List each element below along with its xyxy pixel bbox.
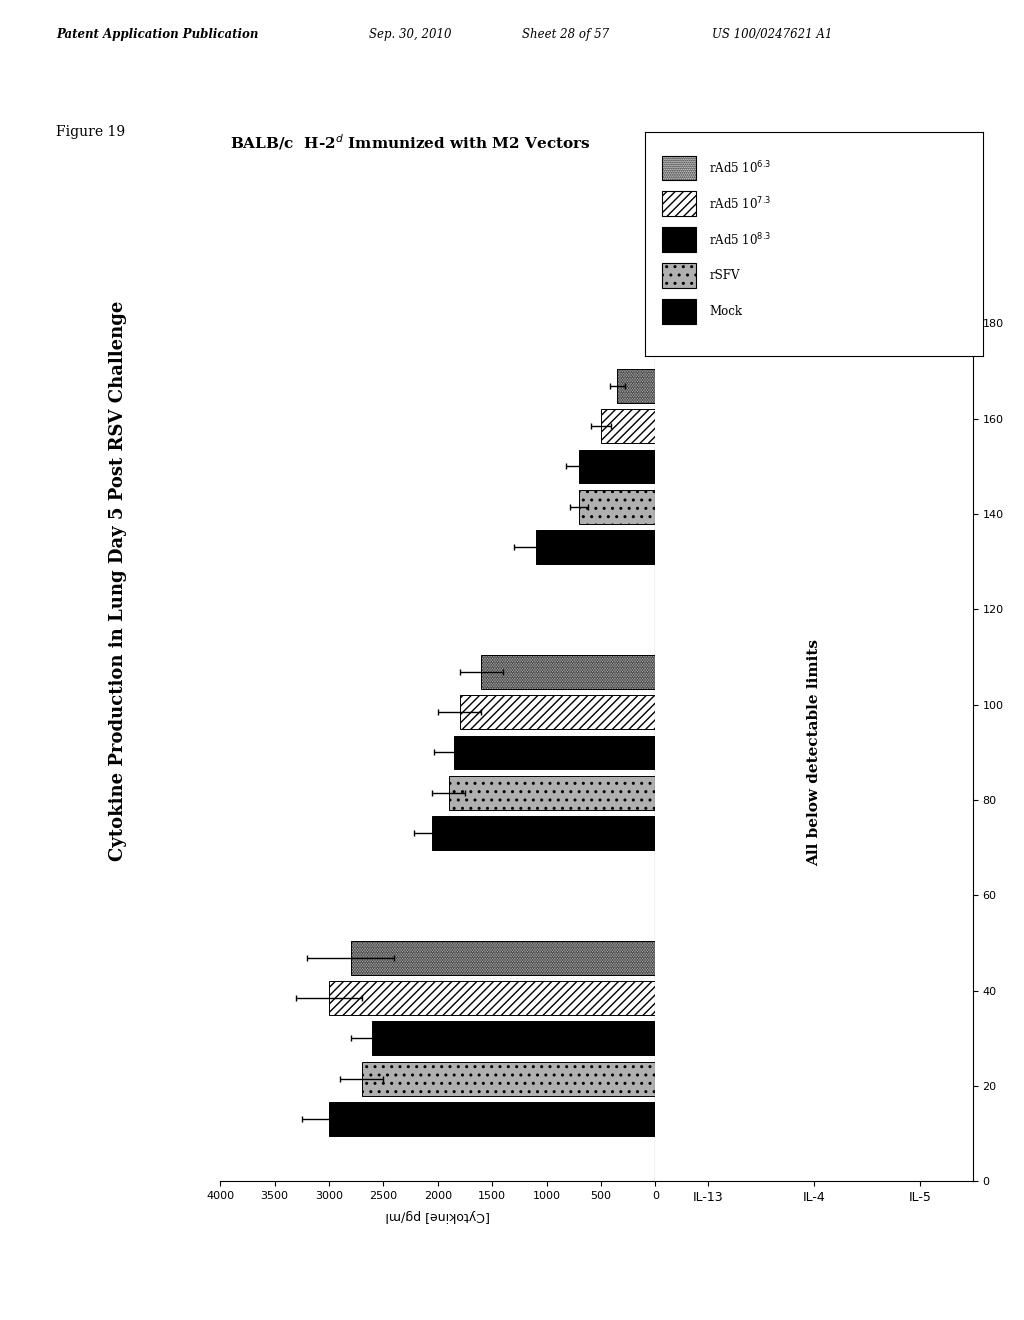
Bar (329, 981, 655, 1015)
Bar (432, 816, 655, 850)
Text: rSFV: rSFV (710, 269, 739, 282)
Bar (329, 1102, 655, 1137)
Bar (460, 696, 655, 729)
Bar (481, 655, 655, 689)
Text: Sep. 30, 2010: Sep. 30, 2010 (369, 28, 452, 41)
Bar (373, 1022, 655, 1055)
Bar (454, 735, 655, 770)
Bar (662, 156, 696, 181)
Text: BALB/c  H-2$^d$ Immunized with M2 Vectors: BALB/c H-2$^d$ Immunized with M2 Vectors (230, 132, 591, 152)
Text: rAd5 10$^{6.3}$: rAd5 10$^{6.3}$ (710, 160, 772, 176)
Text: rAd5 10$^{8.3}$: rAd5 10$^{8.3}$ (710, 231, 772, 248)
Text: Sheet 28 of 57: Sheet 28 of 57 (522, 28, 609, 41)
Bar (350, 941, 655, 974)
Bar (662, 300, 696, 323)
Text: US 100/0247621 A1: US 100/0247621 A1 (712, 28, 833, 41)
Bar (580, 450, 655, 483)
Text: All below detectable limits: All below detectable limits (807, 639, 821, 866)
Bar (580, 490, 655, 524)
Bar (617, 368, 655, 403)
Bar (662, 227, 696, 252)
Bar (449, 776, 655, 809)
Text: Cytokine Production in Lung Day 5 Post RSV Challenge: Cytokine Production in Lung Day 5 Post R… (109, 301, 127, 861)
X-axis label: [Cytokine] pg/ml: [Cytokine] pg/ml (385, 1209, 490, 1222)
Bar (601, 409, 655, 444)
Bar (662, 263, 696, 288)
Text: Patent Application Publication: Patent Application Publication (56, 28, 259, 41)
Text: rAd5 10$^{7.3}$: rAd5 10$^{7.3}$ (710, 195, 772, 213)
Bar (536, 531, 655, 564)
Text: Figure 19: Figure 19 (56, 125, 126, 140)
Text: Mock: Mock (710, 305, 742, 318)
Bar (662, 191, 696, 216)
Bar (361, 1061, 655, 1096)
